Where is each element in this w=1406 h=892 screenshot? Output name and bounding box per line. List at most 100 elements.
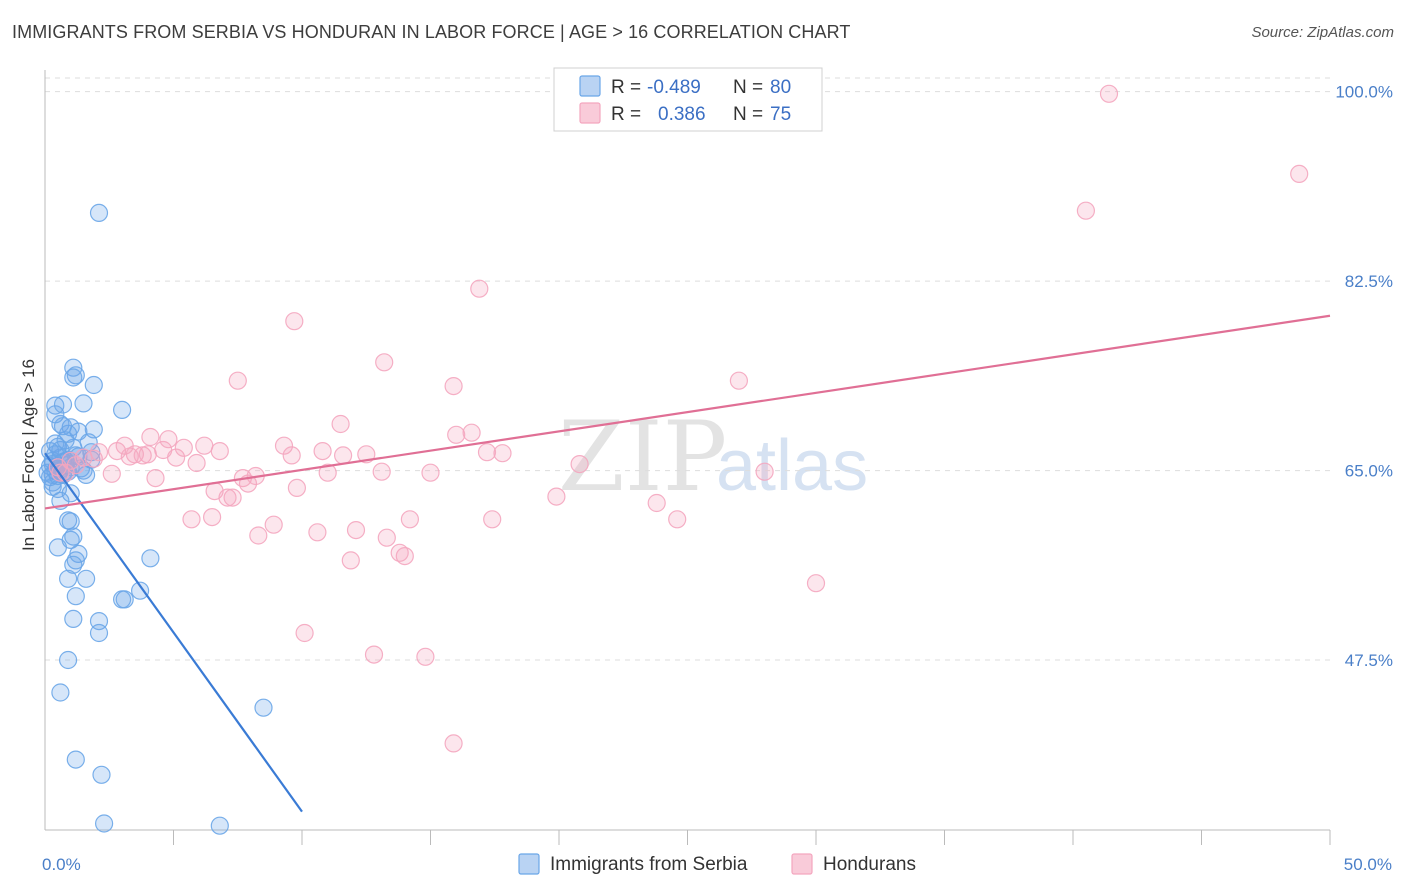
data-point bbox=[287, 478, 306, 497]
data-point bbox=[174, 438, 193, 457]
data-point bbox=[334, 446, 353, 465]
data-point bbox=[61, 512, 80, 531]
data-point bbox=[364, 645, 384, 664]
data-point bbox=[264, 515, 283, 534]
data-point bbox=[125, 445, 144, 464]
data-point bbox=[66, 366, 85, 385]
data-point bbox=[285, 312, 304, 331]
data-point bbox=[210, 816, 229, 835]
gridlines bbox=[45, 77, 1330, 661]
data-point bbox=[66, 456, 85, 475]
data-point bbox=[254, 698, 273, 717]
data-point bbox=[74, 394, 93, 413]
data-point bbox=[102, 464, 121, 483]
data-point bbox=[395, 546, 414, 566]
data-point bbox=[64, 368, 83, 387]
data-point bbox=[493, 444, 512, 463]
data-point bbox=[64, 609, 83, 629]
data-point bbox=[341, 551, 360, 570]
data-point bbox=[89, 203, 109, 222]
legend-swatch-serbia bbox=[579, 75, 601, 97]
data-point bbox=[58, 569, 78, 588]
data-point bbox=[112, 400, 132, 419]
data-point bbox=[729, 371, 749, 390]
data-point bbox=[210, 442, 229, 461]
data-point bbox=[470, 279, 489, 298]
data-point bbox=[1099, 84, 1119, 103]
stats-legend: R = -0.489 N = 80 R = 0.386 N = 75 bbox=[553, 67, 823, 132]
data-point bbox=[755, 462, 774, 481]
data-point bbox=[138, 445, 157, 464]
data-point bbox=[416, 647, 435, 666]
legend-r-label-hondurans: R = bbox=[611, 104, 641, 125]
data-point bbox=[1076, 201, 1096, 220]
data-point bbox=[64, 527, 83, 546]
series-legend-swatch-hondurans bbox=[791, 853, 813, 875]
data-point bbox=[421, 463, 440, 482]
data-point bbox=[462, 423, 481, 442]
data-point bbox=[51, 414, 70, 434]
data-point bbox=[187, 453, 206, 473]
data-point bbox=[89, 443, 109, 462]
data-point bbox=[141, 549, 160, 568]
data-point bbox=[806, 574, 826, 593]
trend-line-hondurans bbox=[44, 314, 1331, 510]
data-point bbox=[647, 493, 666, 513]
data-point bbox=[447, 425, 466, 444]
data-point bbox=[66, 587, 85, 606]
data-point bbox=[53, 395, 73, 414]
data-point bbox=[547, 487, 566, 506]
watermark: ZIP atlas bbox=[558, 401, 868, 513]
data-point bbox=[94, 814, 114, 833]
data-point bbox=[375, 353, 394, 372]
data-point bbox=[346, 520, 366, 540]
legend-n-value-hondurans: 75 bbox=[770, 104, 791, 125]
data-point bbox=[444, 377, 463, 396]
data-point bbox=[400, 510, 419, 529]
legend-n-label-serbia: N = bbox=[733, 77, 763, 98]
data-point bbox=[48, 538, 68, 557]
data-point bbox=[146, 469, 165, 488]
data-point bbox=[66, 750, 85, 769]
data-point bbox=[159, 430, 178, 449]
series-legend: Immigrants from Serbia Hondurans bbox=[518, 853, 916, 875]
data-point bbox=[295, 623, 314, 643]
trend-lines bbox=[44, 314, 1331, 813]
data-point bbox=[167, 448, 186, 467]
data-point bbox=[570, 455, 589, 474]
data-point bbox=[46, 396, 65, 415]
data-point bbox=[53, 417, 73, 436]
data-point bbox=[444, 734, 463, 753]
data-point bbox=[313, 442, 332, 461]
legend-r-label-serbia: R = bbox=[611, 77, 641, 98]
axes: 100.0% 82.5% 65.0% 47.5% bbox=[44, 70, 1393, 845]
series-legend-label-hondurans: Hondurans bbox=[823, 854, 916, 875]
data-point bbox=[223, 488, 242, 507]
legend-swatch-hondurans bbox=[579, 102, 601, 124]
data-point bbox=[58, 650, 78, 670]
data-point bbox=[377, 528, 396, 547]
y-axis-title: In Labor Force | Age > 16 bbox=[19, 359, 38, 551]
y-tick-label: 47.5% bbox=[1345, 651, 1393, 670]
series-legend-label-serbia: Immigrants from Serbia bbox=[550, 854, 748, 875]
data-point bbox=[477, 443, 497, 462]
data-point bbox=[64, 555, 83, 574]
legend-r-value-serbia: -0.489 bbox=[647, 77, 701, 98]
data-point bbox=[76, 569, 96, 588]
data-point bbox=[282, 446, 301, 465]
data-points bbox=[38, 84, 1309, 835]
y-tick-label: 82.5% bbox=[1345, 272, 1393, 291]
data-point bbox=[331, 414, 350, 434]
data-point bbox=[195, 436, 214, 455]
data-point bbox=[43, 477, 62, 496]
data-point bbox=[182, 510, 201, 529]
data-point bbox=[61, 484, 80, 503]
y-tick-label: 65.0% bbox=[1345, 462, 1393, 481]
chart-title: IMMIGRANTS FROM SERBIA VS HONDURAN IN LA… bbox=[12, 22, 851, 42]
data-point bbox=[308, 523, 327, 542]
data-point bbox=[318, 463, 337, 482]
source-label: Source: ZipAtlas.com bbox=[1251, 24, 1394, 41]
data-point bbox=[390, 543, 409, 562]
data-point bbox=[141, 427, 160, 447]
data-point bbox=[249, 526, 268, 545]
